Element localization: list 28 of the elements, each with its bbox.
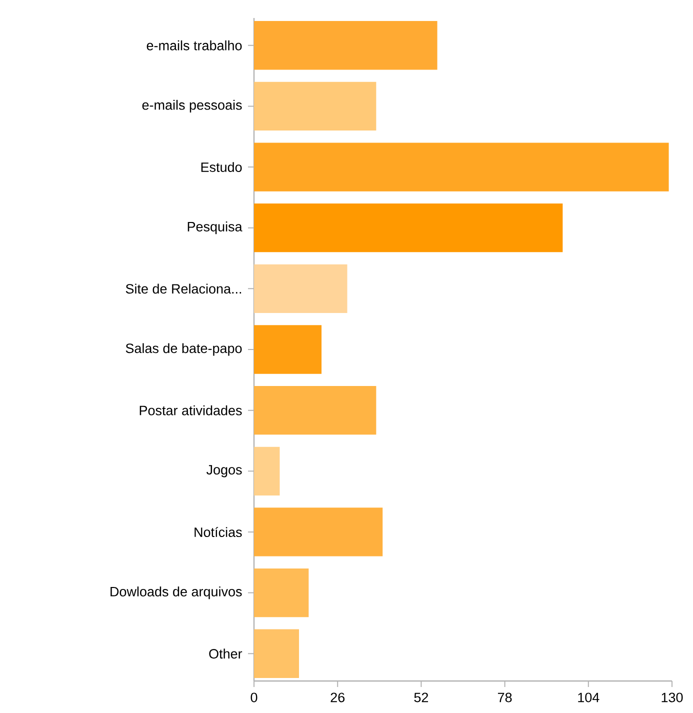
bar — [254, 325, 322, 374]
y-tick-label: Dowloads de arquivos — [110, 586, 242, 600]
bar — [254, 446, 280, 496]
y-tick-label: Jogos — [206, 465, 242, 478]
x-tick-label: 78 — [498, 692, 512, 702]
y-tick-label: Postar atividades — [140, 405, 242, 416]
bar — [254, 264, 348, 314]
bar — [254, 629, 300, 678]
bar — [254, 386, 376, 435]
x-tick-label: 0 — [250, 692, 258, 702]
bar — [254, 82, 376, 131]
y-tick-label: Estudo — [201, 162, 242, 172]
x-tick-label: 104 — [578, 692, 600, 702]
y-tick-label: e-mails pessoais — [142, 100, 242, 112]
bar — [254, 142, 669, 192]
x-tick-label: 130 — [662, 692, 683, 702]
bar — [254, 568, 309, 618]
y-tick-label: Notícias — [194, 526, 242, 538]
y-tick-label: e-mails trabalho — [146, 40, 242, 50]
bar — [254, 508, 383, 556]
x-tick-label: 26 — [330, 692, 345, 702]
y-tick-label: Site de Relaciona... — [126, 284, 242, 294]
x-tick-label: 52 — [414, 692, 428, 702]
y-tick-label: Salas de bate-papo — [126, 343, 242, 356]
y-tick-label: Other — [209, 648, 242, 659]
y-tick-label: Pesquisa — [188, 222, 242, 234]
bar — [254, 204, 563, 252]
bar — [254, 21, 438, 70]
